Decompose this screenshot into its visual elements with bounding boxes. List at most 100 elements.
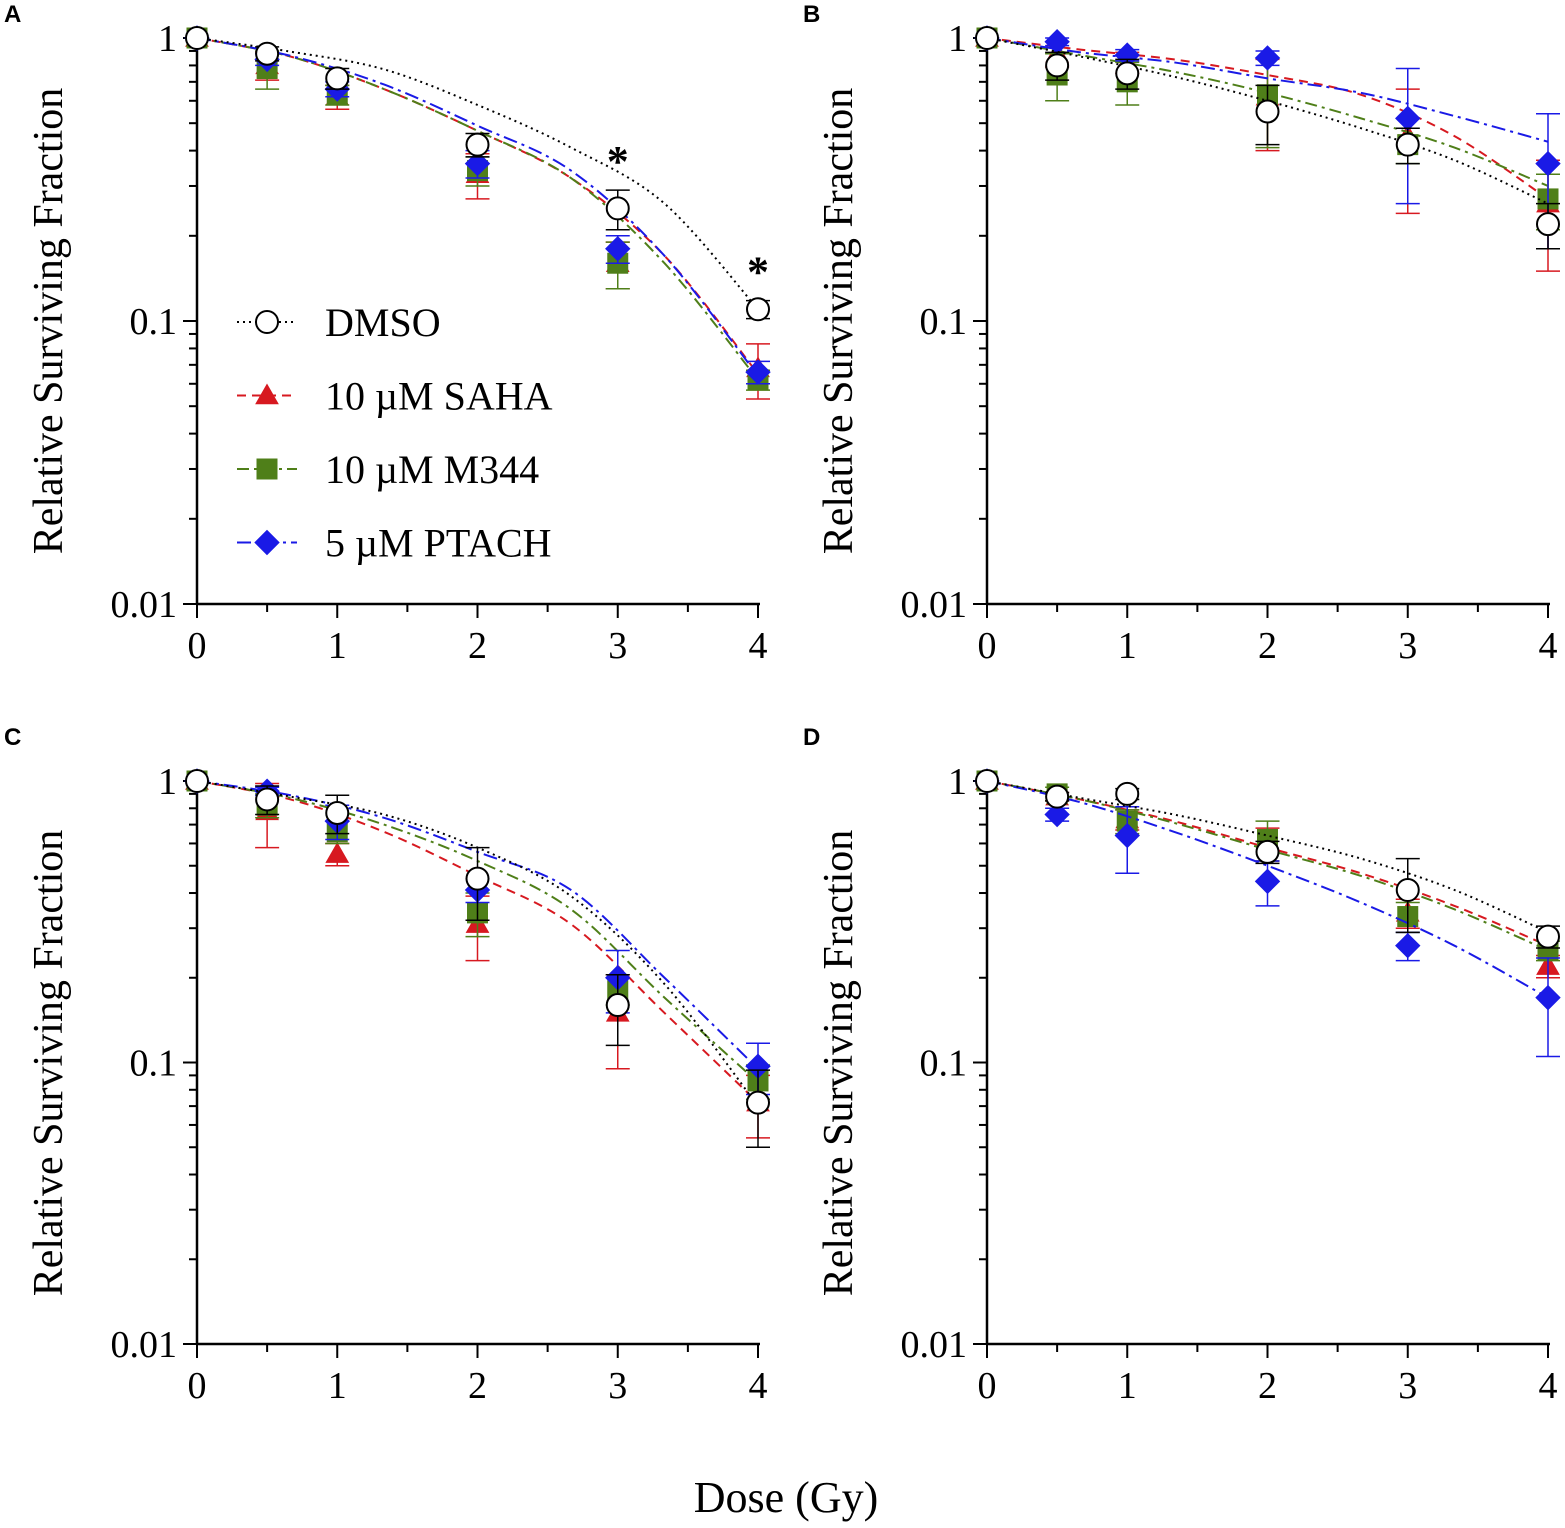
y-tick-label: 1 xyxy=(158,18,177,60)
y-tick-label: 0.1 xyxy=(920,1043,968,1085)
legend-label: 10 µM M344 xyxy=(325,447,539,492)
legend-marker-10-m-m344 xyxy=(256,458,278,480)
data-point-5-m-ptach xyxy=(1535,150,1561,177)
data-point-dmso xyxy=(255,41,280,66)
y-axis-title-a: Relative Surviving Fraction xyxy=(26,88,72,555)
y-tick-label: 1 xyxy=(948,18,967,60)
x-tick-label: 4 xyxy=(1539,625,1558,667)
y-tick-label: 0.1 xyxy=(920,301,968,343)
legend-item-dmso: DMSO xyxy=(237,300,441,345)
data-point-dmso xyxy=(325,800,350,825)
data-point-dmso xyxy=(746,297,770,322)
fit-line-10-m-saha xyxy=(986,37,1549,200)
series-dmso-a xyxy=(185,26,770,322)
x-tick-label: 2 xyxy=(468,1365,487,1407)
data-point-5-m-ptach xyxy=(1114,822,1140,849)
data-point-dmso xyxy=(1395,878,1420,903)
data-point-5-m-ptach xyxy=(1044,29,1070,55)
x-tick-label: 2 xyxy=(468,625,487,667)
data-point-dmso xyxy=(605,196,630,221)
y-axis-title-c: Relative Surviving Fraction xyxy=(26,830,72,1297)
legend-item-10-m-saha: 10 µM SAHA xyxy=(237,374,553,419)
data-point-dmso xyxy=(1255,839,1280,864)
series-10-m-m344-a xyxy=(186,27,770,391)
x-tick-label: 0 xyxy=(978,1365,997,1407)
x-tick-label: 1 xyxy=(328,625,347,667)
data-point-5-m-ptach xyxy=(1254,868,1281,895)
series-10-m-m344-c xyxy=(186,770,770,1101)
x-tick-label: 2 xyxy=(1258,625,1277,667)
y-tick-label: 0.1 xyxy=(130,301,178,343)
data-point-dmso xyxy=(1115,61,1140,86)
x-axis-title: Dose (Gy) xyxy=(694,1473,879,1522)
data-point-dmso xyxy=(465,866,490,891)
x-tick-label: 0 xyxy=(188,1365,207,1407)
y-tick-label: 0.01 xyxy=(901,584,968,626)
x-tick-label: 0 xyxy=(978,625,997,667)
panel-letter-b: B xyxy=(803,1,820,28)
y-axis-title-d: Relative Surviving Fraction xyxy=(816,830,862,1297)
data-point-dmso xyxy=(1255,99,1280,124)
series-10-m-saha-a xyxy=(185,25,770,400)
data-point-5-m-ptach xyxy=(1535,984,1561,1011)
x-tick-label: 2 xyxy=(1258,1365,1277,1407)
data-point-5-m-ptach xyxy=(605,236,631,262)
y-tick-label: 0.1 xyxy=(130,1043,178,1085)
legend-item-5-m-ptach: 5 µM PTACH xyxy=(237,521,552,566)
y-tick-label: 0.01 xyxy=(111,1324,178,1366)
series-dmso-b xyxy=(975,26,1560,250)
y-tick-label: 0.01 xyxy=(901,1324,968,1366)
x-tick-label: 4 xyxy=(1539,1365,1558,1407)
x-tick-label: 3 xyxy=(608,625,627,667)
data-point-dmso xyxy=(1115,781,1140,806)
data-point-5-m-ptach xyxy=(745,359,771,385)
data-point-dmso xyxy=(1045,53,1070,78)
x-tick-label: 3 xyxy=(1398,625,1417,667)
series-10-m-saha-c xyxy=(185,768,770,1139)
x-tick-label: 4 xyxy=(749,625,768,667)
data-point-dmso xyxy=(185,769,209,793)
data-point-dmso xyxy=(325,66,350,91)
panel-c: C Relative Surviving Fraction 0.01 0.1 1 0 1… xyxy=(4,724,771,1407)
legend: DMSO 10 µM SAHA 10 µM M344 5 µM PTACH xyxy=(237,300,553,566)
legend-marker-5-m-ptach xyxy=(254,529,280,556)
panel-b: B Relative Surviving Fraction 0.01 0.1 1 0 1… xyxy=(803,1,1561,667)
series-5-m-ptach-d xyxy=(974,768,1561,1058)
legend-label: 10 µM SAHA xyxy=(325,374,553,419)
panel-d: D Relative Surviving Fraction 0.01 0.1 1 0 1… xyxy=(803,724,1561,1407)
legend-marker-dmso xyxy=(255,310,279,334)
panel-a: A Relative Surviving Fraction 0.01 0.1 1 0 1… xyxy=(4,1,771,667)
fit-line-dmso xyxy=(196,37,759,310)
fit-line-10-m-m344 xyxy=(986,780,1549,952)
x-tick-label: 0 xyxy=(188,625,207,667)
fit-line-5-m-ptach xyxy=(986,780,1549,999)
x-tick-label: 1 xyxy=(1118,625,1137,667)
panel-letter-c: C xyxy=(4,724,21,751)
data-point-5-m-ptach xyxy=(1254,45,1281,71)
legend-marker-10-m-saha xyxy=(255,383,279,405)
significance-star: * xyxy=(607,137,629,186)
fit-line-dmso xyxy=(986,780,1549,934)
data-point-dmso xyxy=(465,132,490,157)
data-point-dmso xyxy=(605,993,630,1018)
x-tick-label: 3 xyxy=(608,1365,627,1407)
data-point-dmso xyxy=(975,26,999,50)
x-tick-label: 1 xyxy=(1118,1365,1137,1407)
fit-line-5-m-ptach xyxy=(196,780,759,1070)
y-axis-title-b: Relative Surviving Fraction xyxy=(816,88,862,555)
significance-star: * xyxy=(747,248,769,297)
series-dmso-c xyxy=(185,769,770,1148)
y-tick-label: 0.01 xyxy=(111,584,178,626)
x-tick-label: 1 xyxy=(328,1365,347,1407)
data-point-dmso xyxy=(746,1090,770,1115)
panel-letter-d: D xyxy=(803,724,820,751)
fit-line-10-m-m344 xyxy=(196,37,759,381)
data-point-5-m-ptach xyxy=(1395,932,1421,959)
data-point-dmso xyxy=(975,769,999,793)
fit-line-dmso xyxy=(196,780,759,1107)
data-point-dmso xyxy=(255,787,280,812)
legend-label: DMSO xyxy=(325,300,441,345)
fit-line-5-m-ptach xyxy=(196,37,759,377)
data-point-10-m-saha xyxy=(325,842,350,863)
